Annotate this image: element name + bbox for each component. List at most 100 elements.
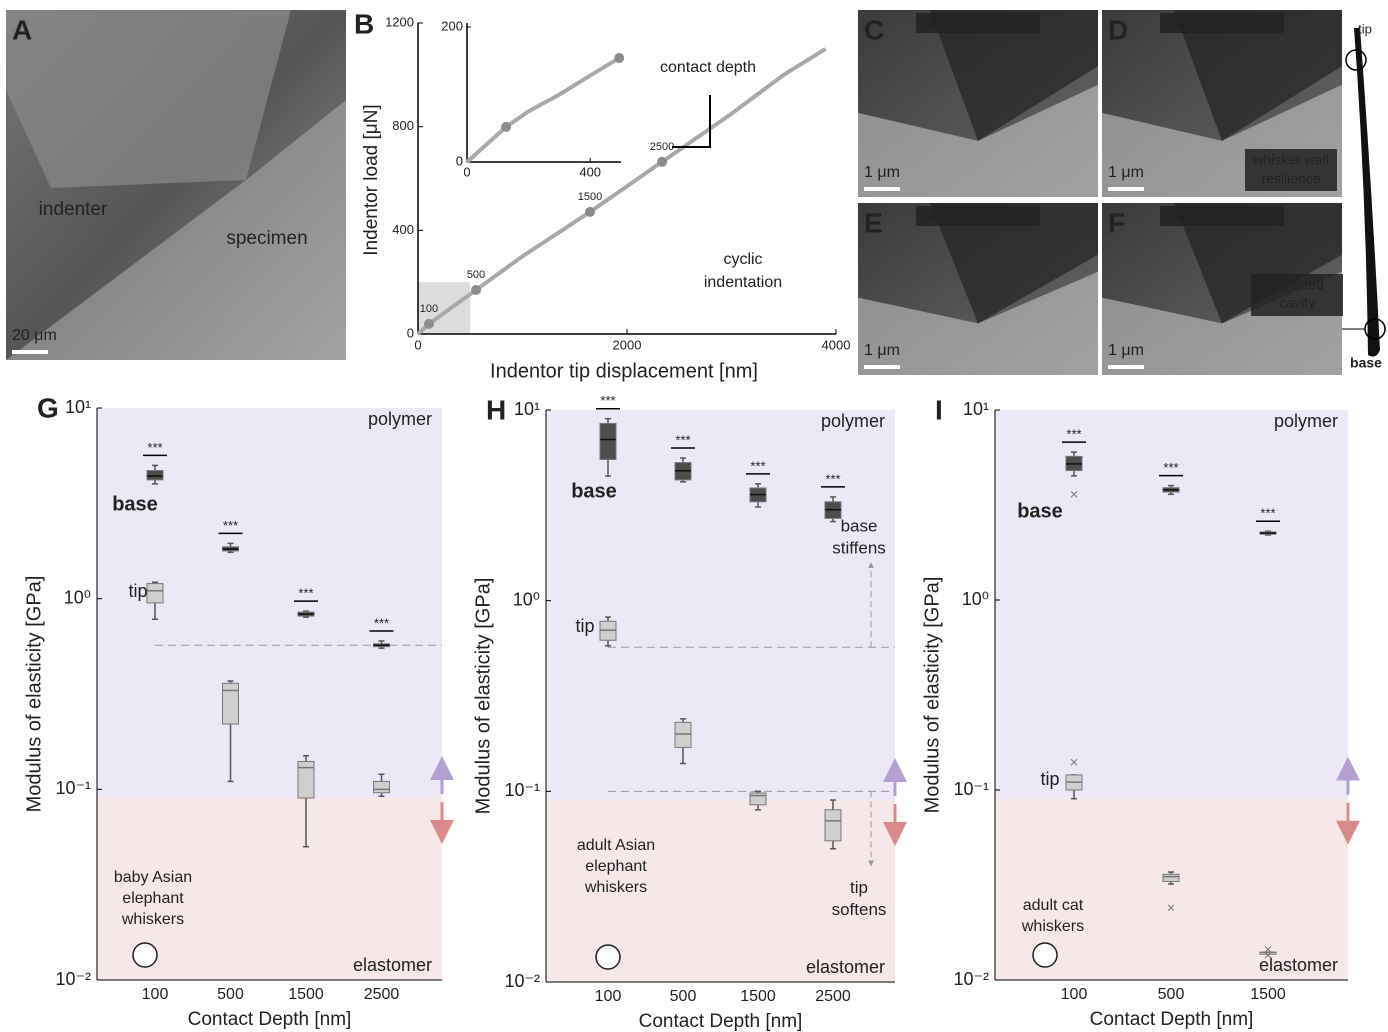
- x-tick-label: 0: [414, 337, 421, 352]
- point-label: 1500: [578, 191, 602, 203]
- contact-point: [585, 207, 595, 217]
- contact-point: [657, 157, 667, 167]
- x-tick-label: 500: [217, 986, 244, 1003]
- y-tick-label: 10¹: [963, 399, 989, 419]
- significance-label: ***: [600, 393, 615, 408]
- significance-label: ***: [223, 518, 238, 533]
- point-label: 2500: [650, 141, 674, 153]
- animal-label: elephant: [585, 858, 647, 875]
- image-label: indented: [1270, 277, 1324, 293]
- x-axis-label: Indentor tip displacement [nm]: [490, 360, 758, 382]
- y-tick-label: 400: [392, 222, 414, 237]
- figure: A20 μmindenterspecimenCbefore indentatio…: [0, 0, 1388, 1032]
- significance-label: ***: [675, 432, 690, 447]
- annotation: contact depth: [660, 59, 756, 76]
- y-tick-label: 10⁻²: [55, 969, 91, 989]
- series-label: tip: [575, 616, 594, 636]
- indenter-shape: [6, 10, 291, 188]
- animal-label: whiskers: [121, 911, 184, 928]
- y-tick-label: 10⁻¹: [504, 780, 540, 800]
- box-plot: [1260, 952, 1276, 954]
- panel-letter: G: [37, 392, 59, 423]
- image-label: whisker wall: [1252, 152, 1328, 168]
- significance-label: ***: [1163, 460, 1178, 475]
- x-tick-label: 100: [142, 986, 169, 1003]
- contact-bracket: [672, 95, 710, 147]
- annotation: cyclic: [723, 251, 762, 268]
- inset-point: [614, 53, 624, 63]
- point-label: 100: [420, 303, 438, 315]
- x-tick-label: 500: [670, 988, 697, 1005]
- box: [147, 584, 163, 603]
- animal-label: whiskers: [1021, 918, 1084, 935]
- series-label: base: [1017, 500, 1063, 522]
- panel-letter: H: [486, 394, 506, 425]
- trend-label: base: [841, 517, 878, 536]
- region-label: elastomer: [806, 957, 885, 977]
- significance-label: ***: [750, 458, 765, 473]
- y-tick-label: 10¹: [514, 399, 540, 419]
- significance-label: ***: [147, 440, 162, 455]
- y-tick-label: 10⁰: [513, 589, 540, 609]
- animal-icon: [596, 945, 620, 969]
- x-tick-label: 1500: [288, 986, 324, 1003]
- y-tick-label: 800: [392, 118, 414, 133]
- box: [675, 722, 691, 747]
- image-label: indenter: [39, 199, 108, 220]
- box-plot: [298, 611, 314, 617]
- scale-bar: [864, 365, 900, 369]
- point-label: 500: [467, 269, 485, 281]
- x-axis-label: Contact Depth [nm]: [188, 1009, 352, 1030]
- series-label: base: [571, 480, 617, 502]
- box: [825, 810, 841, 841]
- scale-label: 1 μm: [1108, 342, 1144, 359]
- series-label: tip: [128, 581, 147, 601]
- significance-label: ***: [1260, 506, 1275, 521]
- x-tick-label: 4000: [822, 337, 851, 352]
- x-axis-label: Contact Depth [nm]: [1090, 1009, 1254, 1030]
- inset-x-tick-label: 400: [579, 164, 601, 179]
- whisker-tip: tip: [1358, 21, 1372, 36]
- x-tick-label: 1500: [1250, 986, 1286, 1003]
- significance-label: ***: [825, 471, 840, 486]
- contact-point: [424, 319, 434, 329]
- significance-label: ***: [374, 615, 389, 630]
- inset-y-tick-label: 0: [456, 153, 463, 168]
- region-label: polymer: [821, 411, 885, 431]
- series-label: tip: [1040, 769, 1059, 789]
- image-caption: after indentation: [1172, 15, 1272, 31]
- image-caption: before indentation: [922, 15, 1034, 31]
- y-tick-label: 10⁻²: [953, 969, 989, 989]
- inset-point: [501, 122, 511, 132]
- scale-label: 1 μm: [864, 342, 900, 359]
- y-tick-label: 10⁰: [64, 587, 91, 607]
- region: [546, 410, 895, 800]
- region-label: polymer: [368, 409, 432, 429]
- image-caption: after indentation: [1172, 208, 1272, 224]
- scale-bar: [1108, 187, 1144, 191]
- inset-y-tick-label: 200: [441, 18, 463, 33]
- region-label: polymer: [1274, 411, 1338, 431]
- animal-label: adult cat: [1023, 897, 1084, 914]
- significance-label: ***: [1066, 427, 1081, 442]
- x-tick-label: 500: [1158, 986, 1185, 1003]
- scale-label: 20 μm: [12, 327, 57, 344]
- y-tick-label: 0: [407, 325, 414, 340]
- box: [600, 423, 616, 459]
- contact-point: [471, 285, 481, 295]
- image-label: resilience: [1261, 171, 1320, 187]
- animal-label: baby Asian: [114, 869, 192, 886]
- inset-x-tick-label: 0: [463, 164, 470, 179]
- y-axis-label: Indentor load [μN]: [361, 104, 382, 255]
- significance-label: ***: [298, 586, 313, 601]
- panel-letter: F: [1108, 207, 1125, 238]
- animal-icon: [1033, 943, 1057, 967]
- box: [223, 683, 239, 724]
- y-tick-label: 10⁻²: [504, 971, 540, 991]
- micrograph: [6, 10, 346, 360]
- animal-label: whiskers: [584, 879, 647, 896]
- panel-letter: C: [864, 14, 884, 45]
- whisker-shape: [1354, 28, 1380, 357]
- series-label: base: [112, 493, 158, 515]
- animal-icon: [133, 943, 157, 967]
